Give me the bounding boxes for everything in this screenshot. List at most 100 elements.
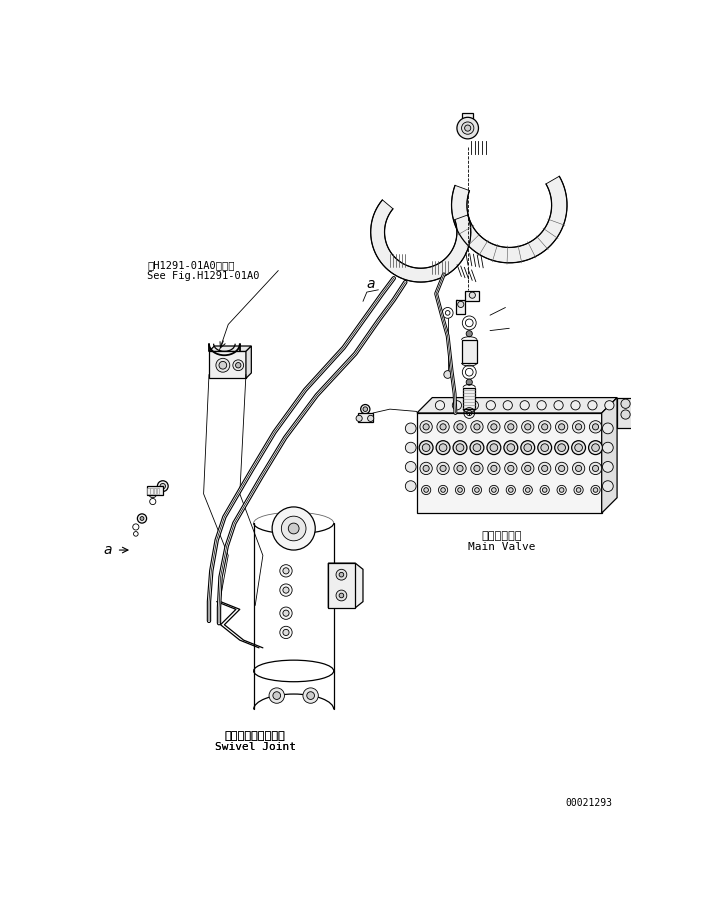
Circle shape [525, 488, 530, 493]
Circle shape [466, 330, 472, 336]
Circle shape [149, 490, 157, 498]
Circle shape [541, 424, 548, 430]
Circle shape [437, 463, 449, 474]
Circle shape [424, 488, 428, 493]
Circle shape [505, 421, 517, 433]
Circle shape [272, 507, 315, 550]
Circle shape [361, 405, 370, 414]
Circle shape [593, 465, 598, 472]
Circle shape [469, 401, 479, 410]
Circle shape [137, 514, 147, 523]
Circle shape [406, 462, 416, 473]
Circle shape [363, 407, 368, 412]
Circle shape [368, 415, 374, 422]
Circle shape [574, 485, 583, 494]
Circle shape [423, 424, 430, 430]
Circle shape [281, 516, 306, 541]
Circle shape [488, 463, 500, 474]
Circle shape [219, 361, 226, 369]
Circle shape [554, 401, 563, 410]
Polygon shape [370, 200, 471, 282]
Circle shape [457, 465, 463, 472]
Circle shape [470, 441, 484, 454]
Circle shape [524, 444, 531, 452]
Circle shape [441, 488, 446, 493]
Polygon shape [451, 176, 567, 263]
Polygon shape [328, 563, 363, 608]
Circle shape [589, 421, 602, 433]
Circle shape [406, 423, 416, 434]
Circle shape [508, 424, 514, 430]
Circle shape [339, 572, 344, 577]
Circle shape [540, 485, 549, 494]
Circle shape [576, 465, 581, 472]
Circle shape [406, 443, 416, 453]
Circle shape [571, 401, 580, 410]
Circle shape [236, 363, 241, 368]
Bar [617, 397, 634, 428]
Text: Main Valve: Main Valve [467, 541, 535, 551]
Circle shape [522, 463, 534, 474]
Circle shape [471, 463, 483, 474]
Circle shape [593, 424, 598, 430]
Circle shape [538, 441, 552, 454]
Circle shape [336, 590, 347, 600]
Text: スイベルジョイント: スイベルジョイント [225, 731, 285, 741]
Circle shape [602, 481, 613, 492]
Circle shape [490, 444, 498, 452]
Circle shape [440, 465, 446, 472]
Circle shape [602, 423, 613, 434]
Circle shape [458, 488, 463, 493]
Circle shape [576, 488, 581, 493]
Circle shape [489, 485, 498, 494]
Circle shape [560, 488, 564, 493]
Circle shape [233, 360, 244, 371]
Circle shape [462, 122, 474, 134]
Text: 第H1291-01A0図参照: 第H1291-01A0図参照 [148, 260, 235, 270]
Circle shape [522, 421, 534, 433]
Circle shape [538, 463, 551, 474]
Circle shape [283, 610, 289, 616]
Circle shape [280, 626, 292, 639]
Circle shape [503, 401, 512, 410]
Text: Swivel Joint: Swivel Joint [214, 742, 296, 752]
Circle shape [453, 441, 467, 454]
Text: 00021293: 00021293 [565, 798, 612, 808]
Circle shape [491, 465, 497, 472]
Circle shape [555, 463, 568, 474]
Circle shape [283, 629, 289, 636]
Polygon shape [328, 563, 355, 608]
Circle shape [575, 444, 582, 452]
Circle shape [537, 401, 546, 410]
Circle shape [356, 415, 362, 422]
Circle shape [505, 463, 517, 474]
Circle shape [423, 444, 430, 452]
Circle shape [506, 485, 515, 494]
Circle shape [572, 463, 585, 474]
Circle shape [420, 421, 432, 433]
Circle shape [157, 481, 168, 492]
Circle shape [559, 465, 565, 472]
Circle shape [524, 465, 531, 472]
Circle shape [216, 358, 230, 372]
Circle shape [507, 444, 515, 452]
Circle shape [588, 441, 602, 454]
Text: Swivel Joint: Swivel Joint [214, 742, 296, 752]
Circle shape [471, 421, 483, 433]
Circle shape [160, 483, 165, 489]
Circle shape [454, 463, 466, 474]
Circle shape [283, 587, 289, 593]
Circle shape [280, 584, 292, 596]
Text: a: a [103, 543, 112, 557]
Circle shape [440, 424, 446, 430]
Circle shape [593, 488, 598, 493]
Circle shape [602, 443, 613, 453]
Circle shape [454, 421, 466, 433]
Bar [157, 488, 159, 493]
Circle shape [457, 424, 463, 430]
Circle shape [280, 607, 292, 619]
Circle shape [621, 410, 630, 419]
Circle shape [605, 401, 614, 410]
Circle shape [541, 444, 548, 452]
Circle shape [273, 692, 280, 699]
